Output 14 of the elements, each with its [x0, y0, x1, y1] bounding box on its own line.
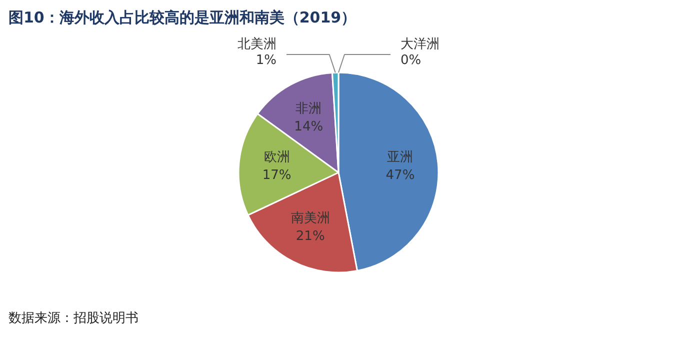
source-note: 数据来源：招股说明书	[8, 311, 138, 326]
slice-label: 亚洲	[387, 150, 414, 166]
slice-label: 欧洲	[264, 150, 290, 166]
category-label: 大洋洲	[400, 37, 440, 52]
slice-label: 北美洲	[238, 36, 276, 52]
data-label: 17%	[262, 168, 292, 184]
data-label: 14%	[294, 120, 324, 135]
data-label: 21%	[296, 229, 325, 244]
data-label: 1%	[256, 53, 276, 68]
chart-title: 图10：海外收入占比较高的是亚洲和南美（2019）	[8, 8, 356, 26]
data-label: 47%	[386, 168, 415, 184]
slice-label: 非洲	[296, 102, 322, 117]
text: 0%	[400, 53, 422, 68]
slice-label: 南美洲	[290, 210, 330, 226]
